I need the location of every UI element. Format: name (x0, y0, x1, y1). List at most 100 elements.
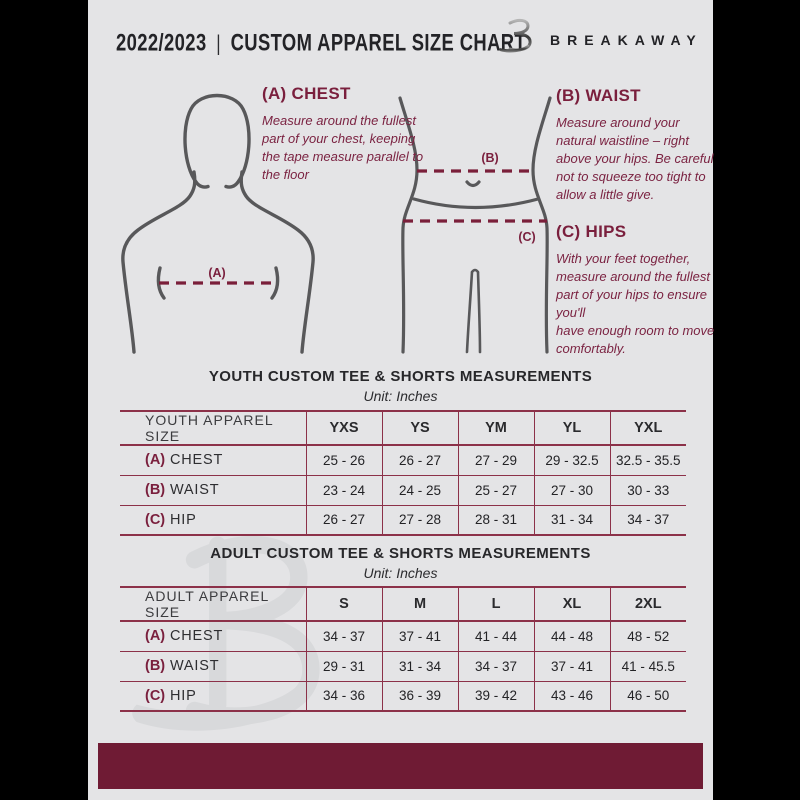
waist-line-label: (B) (481, 151, 498, 165)
adult-header-l: L (457, 587, 534, 621)
table-cell: 32.5 - 35.5 (609, 445, 686, 475)
table-cell: 34 - 37 (457, 651, 534, 681)
table-cell: 24 - 25 (381, 475, 458, 505)
table-cell: 44 - 48 (533, 621, 610, 651)
adult-header-xl: XL (533, 587, 610, 621)
adult-chest-row-label: (A) CHEST (120, 621, 306, 651)
waist-instruction-body: Measure around your natural waistline – … (556, 115, 714, 202)
right-black-bar (713, 0, 800, 800)
breakaway-watermark-icon (132, 535, 320, 731)
row-key: (B) (145, 658, 166, 674)
chest-figure-diagram: (A) (121, 93, 315, 354)
table-cell: 27 - 29 (457, 445, 534, 475)
adult-header-2xl: 2XL (609, 587, 686, 621)
table-cell: 39 - 42 (457, 681, 534, 711)
waist-instruction-block: (B) WAIST Measure around your natural wa… (556, 86, 720, 204)
youth-size-table: YOUTH APPAREL SIZE YXS YS YM YL YXL (A) … (120, 410, 686, 536)
table-cell: 43 - 46 (533, 681, 610, 711)
brand-name: BREAKAWAY (550, 32, 703, 48)
table-cell: 25 - 26 (305, 445, 382, 475)
adult-chest-row: (A) CHEST 34 - 37 37 - 41 41 - 44 44 - 4… (120, 621, 686, 651)
youth-header-label: YOUTH APPAREL SIZE (145, 412, 274, 444)
youth-waist-row-label: (B) WAIST (120, 475, 306, 505)
row-name: WAIST (169, 482, 220, 498)
adult-hip-row-label: (C) HIP (120, 681, 306, 711)
hips-instruction-heading: (C) HIPS (556, 222, 627, 241)
hips-instruction-body: With your feet together, measure around … (556, 251, 715, 356)
table-cell: 28 - 31 (457, 505, 534, 535)
adult-waist-row-label: (B) WAIST (120, 651, 306, 681)
figure-head-outline (183, 93, 251, 189)
table-cell: 34 - 36 (305, 681, 382, 711)
table-cell: 41 - 44 (457, 621, 534, 651)
table-cell: 34 - 37 (609, 505, 686, 535)
table-cell: 36 - 39 (381, 681, 458, 711)
adult-hip-row: (C) HIP 34 - 36 36 - 39 39 - 42 43 - 46 … (120, 681, 686, 711)
chest-instruction-heading: (A) CHEST (262, 84, 351, 103)
youth-header-yl: YL (533, 411, 610, 445)
table-cell: 46 - 50 (609, 681, 686, 711)
adult-section-title: ADULT CUSTOM TEE & SHORTS MEASUREMENTS (210, 545, 591, 562)
page-title-text: CUSTOM APPAREL SIZE CHART (230, 28, 527, 56)
adult-waist-row: (B) WAIST 29 - 31 31 - 34 34 - 37 37 - 4… (120, 651, 686, 681)
table-cell: 31 - 34 (533, 505, 610, 535)
youth-chest-row: (A) CHEST 25 - 26 26 - 27 27 - 29 29 - 3… (120, 445, 686, 475)
table-cell: 26 - 27 (305, 505, 382, 535)
row-key: (A) (145, 628, 166, 645)
waist-instruction-heading: (B) WAIST (556, 86, 641, 105)
page-content: 2022/2023 | CUSTOM APPAREL SIZE CHART (88, 0, 714, 800)
table-cell: 30 - 33 (609, 475, 686, 505)
breakaway-logo-icon (499, 18, 532, 53)
adult-unit-label: Unit: Inches (363, 565, 438, 581)
youth-header-yxl: YXL (609, 411, 686, 445)
table-cell: 31 - 34 (381, 651, 458, 681)
table-cell: 29 - 32.5 (533, 445, 610, 475)
youth-table-header-row: YOUTH APPAREL SIZE YXS YS YM YL YXL (120, 411, 686, 445)
chest-instruction-block: (A) CHEST Measure around the fullest par… (262, 84, 434, 184)
youth-chest-row-label: (A) CHEST (120, 445, 306, 475)
row-name: HIP (169, 511, 197, 528)
table-cell: 37 - 41 (533, 651, 610, 681)
adult-table-header-row: ADULT APPAREL SIZE S M L XL 2XL (120, 587, 686, 621)
left-black-bar (0, 0, 88, 800)
row-name: HIP (169, 687, 197, 704)
row-name: CHEST (169, 628, 224, 645)
hips-instruction-block: (C) HIPS With your feet together, measur… (556, 222, 724, 358)
adult-header-m: M (381, 587, 458, 621)
hips-line-label: (C) (518, 230, 535, 244)
adult-header-s: S (305, 587, 382, 621)
table-cell: 27 - 30 (533, 475, 610, 505)
youth-header-ym: YM (457, 411, 534, 445)
figure-navel (465, 180, 481, 188)
youth-unit-label: Unit: Inches (363, 388, 438, 404)
chest-instruction-body: Measure around the fullest part of your … (262, 113, 424, 182)
row-key: (C) (145, 511, 166, 528)
adult-header-label: ADULT APPAREL SIZE (145, 588, 269, 620)
table-cell: 27 - 28 (381, 505, 458, 535)
table-cell: 25 - 27 (457, 475, 534, 505)
chest-line-label: (A) (208, 266, 225, 280)
row-key: (C) (145, 687, 166, 704)
youth-hip-row: (C) HIP 26 - 27 27 - 28 28 - 31 31 - 34 … (120, 505, 686, 535)
row-name: WAIST (169, 658, 220, 674)
row-key: (A) (145, 452, 166, 469)
page-title: 2022/2023 | CUSTOM APPAREL SIZE CHART (116, 28, 526, 56)
table-cell: 29 - 31 (305, 651, 382, 681)
table-cell: 41 - 45.5 (609, 651, 686, 681)
youth-hip-row-label: (C) HIP (120, 505, 306, 535)
table-cell: 34 - 37 (305, 621, 382, 651)
footer-accent-bar (98, 743, 703, 789)
waist-hips-figure-diagram: (B) (C) (398, 96, 552, 354)
title-divider: | (216, 31, 221, 56)
youth-section-title: YOUTH CUSTOM TEE & SHORTS MEASUREMENTS (208, 368, 593, 385)
row-name: CHEST (169, 452, 224, 469)
page-title-year: 2022/2023 (116, 28, 207, 56)
table-cell: 37 - 41 (381, 621, 458, 651)
brand-block: BREAKAWAY (497, 15, 727, 65)
figure-hip-curve (412, 197, 540, 210)
adult-size-table: ADULT APPAREL SIZE S M L XL 2XL (A) CHES… (120, 586, 686, 712)
table-cell: 26 - 27 (381, 445, 458, 475)
table-cell: 48 - 52 (609, 621, 686, 651)
table-cell: 23 - 24 (305, 475, 382, 505)
